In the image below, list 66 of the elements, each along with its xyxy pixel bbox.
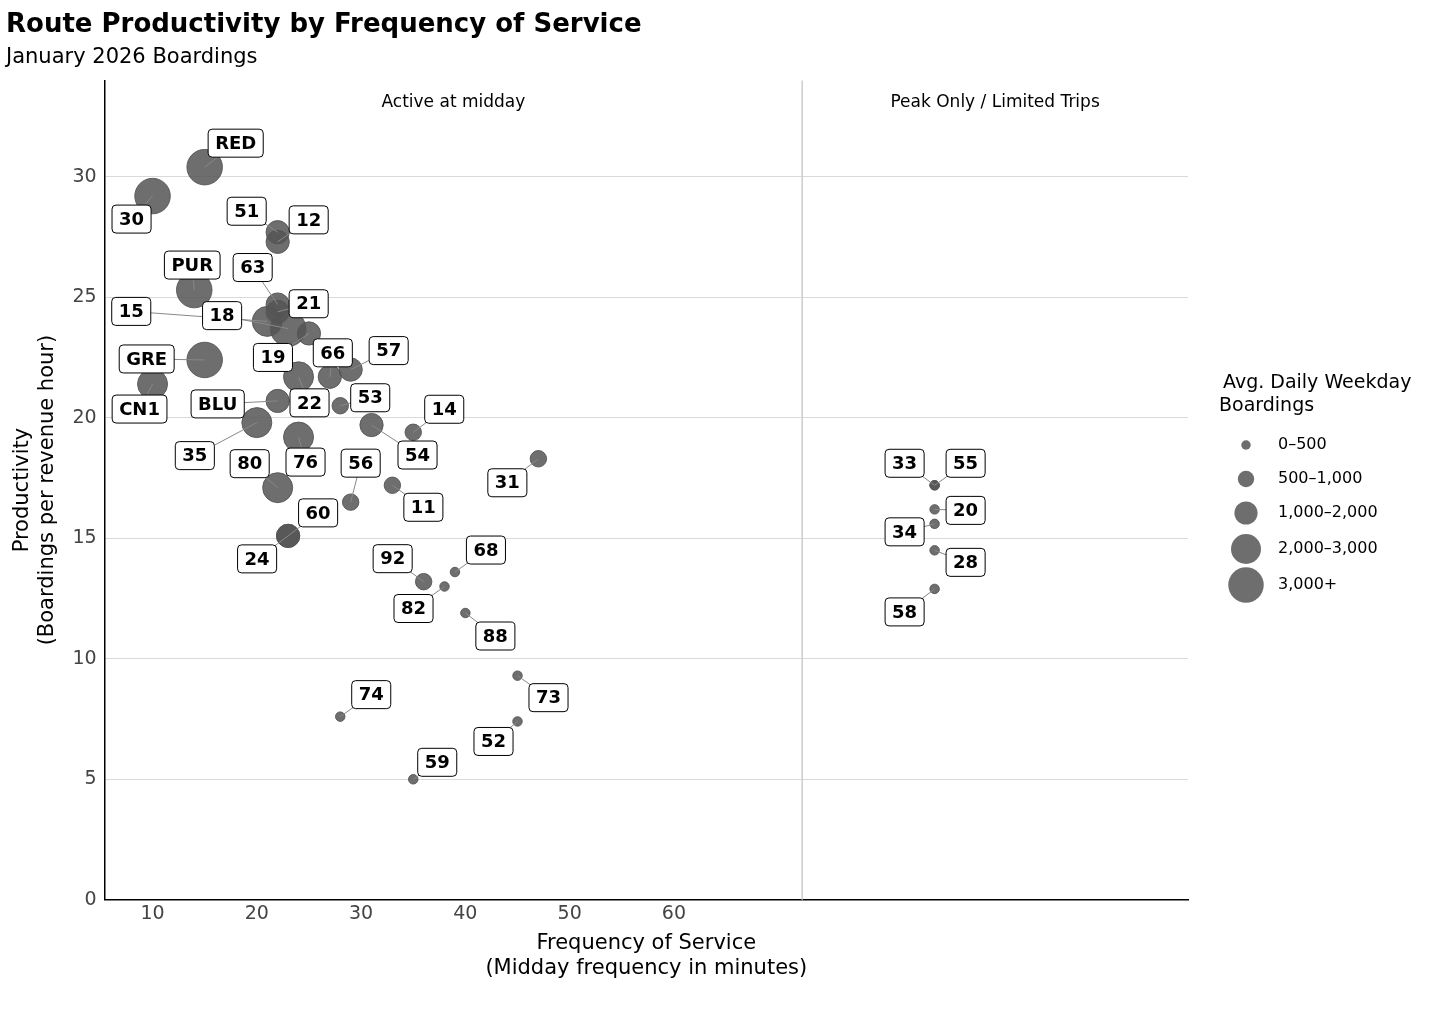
y-tick-label: 30 bbox=[72, 163, 97, 186]
y-tick-label: 0 bbox=[84, 886, 97, 909]
annotation: 74 bbox=[358, 683, 384, 705]
y-tick-label: 15 bbox=[72, 525, 97, 548]
annotation: 88 bbox=[482, 624, 508, 646]
annotation: 14 bbox=[431, 397, 457, 419]
annotation: 92 bbox=[380, 547, 406, 569]
annotation: 76 bbox=[293, 450, 319, 472]
y-axis-title: Productivity (Boardings per revenue hour) bbox=[9, 334, 59, 646]
annotation: 22 bbox=[297, 391, 323, 413]
legend-label: 3,000+ bbox=[1278, 574, 1338, 594]
annotation: RED bbox=[215, 131, 257, 153]
annotation: GRE bbox=[126, 347, 168, 369]
annotation: 54 bbox=[404, 443, 431, 465]
annotation: 19 bbox=[260, 346, 286, 368]
annotation: 18 bbox=[209, 304, 235, 326]
annotation: 58 bbox=[892, 600, 918, 622]
annotation: 60 bbox=[305, 501, 331, 523]
annotation: 66 bbox=[320, 341, 346, 363]
annotation: 52 bbox=[480, 730, 507, 752]
annotation: 21 bbox=[296, 292, 322, 314]
x-axis-title: Frequency of Service (Midday frequency in minutes) bbox=[485, 929, 808, 979]
x-tick-label: 10 bbox=[140, 901, 165, 924]
annotation: 51 bbox=[234, 199, 260, 221]
legend-label: 2,000–3,000 bbox=[1278, 538, 1378, 558]
x-tick-label: 30 bbox=[349, 901, 374, 924]
x-tick-label: 60 bbox=[661, 901, 687, 924]
annotation: 24 bbox=[244, 547, 270, 569]
x-tick-label: 50 bbox=[557, 901, 582, 924]
annotation: 57 bbox=[376, 339, 402, 361]
y-tick-label: 5 bbox=[84, 766, 97, 789]
legend-title: Avg. Daily Weekday Boardings bbox=[1219, 369, 1412, 415]
annotation: 63 bbox=[240, 256, 266, 278]
annotation: 73 bbox=[535, 686, 562, 708]
y-tick-label: 25 bbox=[72, 284, 97, 307]
annotation: 15 bbox=[118, 300, 144, 322]
annotation: 33 bbox=[892, 451, 918, 473]
annotation: 20 bbox=[953, 499, 979, 521]
annotation: 11 bbox=[410, 495, 436, 517]
annotation: 59 bbox=[424, 750, 450, 772]
legend-label: 1,000–2,000 bbox=[1278, 502, 1378, 522]
x-tick-label: 40 bbox=[453, 901, 478, 924]
annotation: 12 bbox=[296, 208, 322, 230]
annotation: PUR bbox=[171, 253, 214, 275]
y-tick-label: 10 bbox=[72, 645, 97, 668]
annotation: 30 bbox=[119, 207, 145, 229]
annotation: 82 bbox=[400, 597, 427, 619]
annotation: 34 bbox=[892, 520, 918, 542]
annotation: 80 bbox=[237, 452, 263, 474]
annotation: CN1 bbox=[119, 397, 160, 419]
chart-title: Route Productivity by Frequency of Service bbox=[6, 8, 642, 39]
annotation: BLU bbox=[198, 392, 238, 414]
annotation: 68 bbox=[473, 538, 499, 560]
annotation: 55 bbox=[953, 451, 979, 473]
legend-label: 500–1,000 bbox=[1278, 468, 1363, 488]
legend-label: 0–500 bbox=[1278, 434, 1327, 454]
annotation: 53 bbox=[357, 386, 383, 408]
annotation: 56 bbox=[348, 451, 374, 473]
annotation: 35 bbox=[182, 444, 208, 466]
chart-subtitle: January 2026 Boardings bbox=[4, 44, 258, 69]
annotation: 31 bbox=[494, 471, 520, 493]
annotation: Active at midday bbox=[381, 90, 526, 111]
x-tick-label: 20 bbox=[244, 901, 269, 924]
annotation: 28 bbox=[953, 551, 979, 573]
annotation: Peak Only / Limited Trips bbox=[890, 90, 1100, 111]
y-tick-label: 20 bbox=[72, 404, 97, 427]
